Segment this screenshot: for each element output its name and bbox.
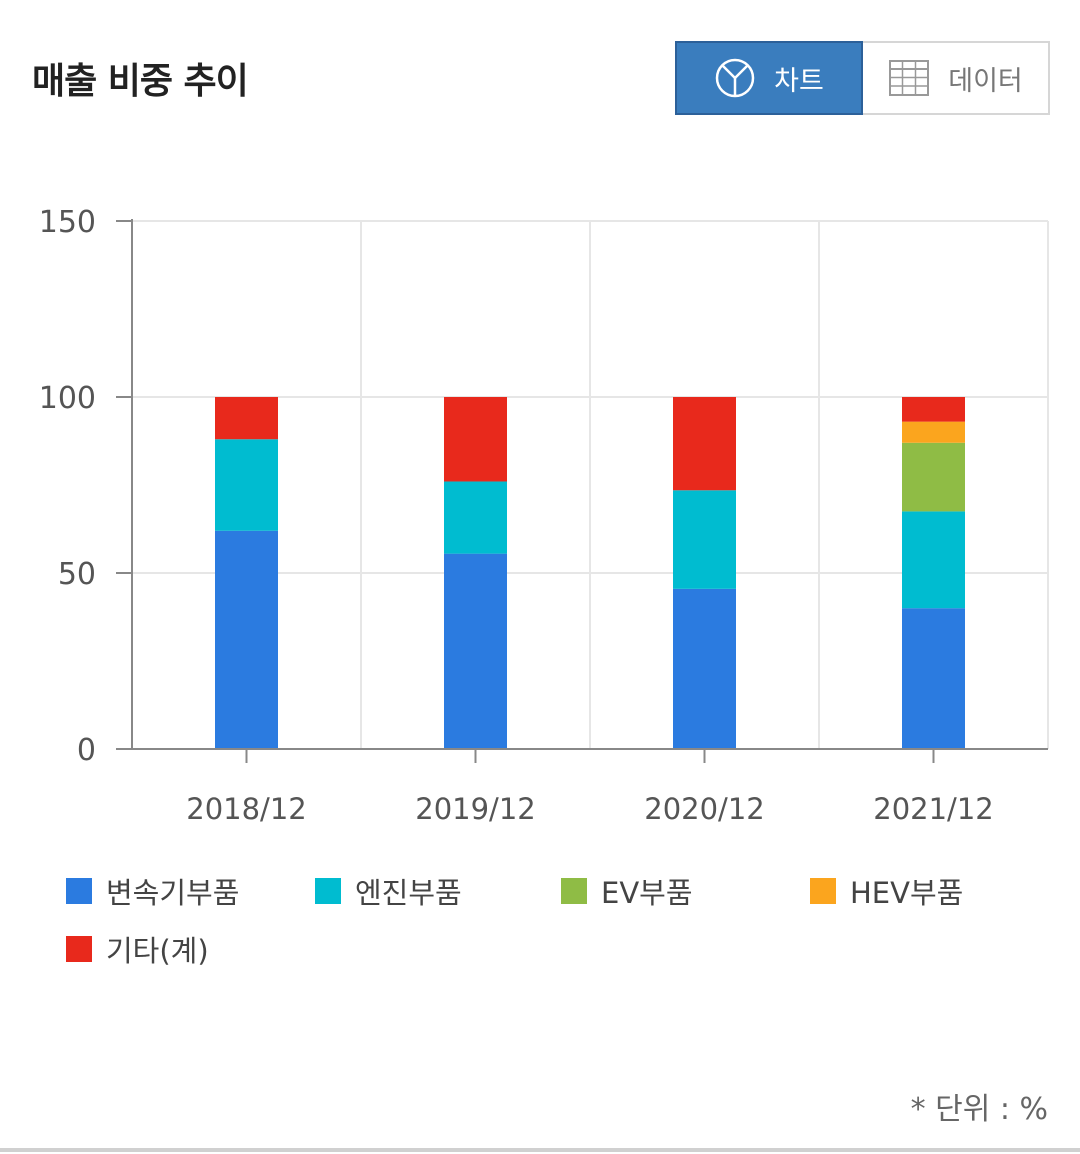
legend-label: 변속기부품 (106, 876, 240, 910)
bar-segment (902, 608, 965, 749)
legend-item[interactable]: EV부품 (561, 870, 693, 912)
bar-segment (902, 397, 965, 422)
x-tick-label: 2021/12 (873, 792, 993, 826)
legend-label: 기타(계) (106, 934, 209, 968)
bar-segment (673, 397, 736, 491)
y-tick-label: 150 (39, 205, 96, 240)
stacked-bar-chart: 0 50 100 150 2018/12 2019/12 2020/12 2021/12 (39, 205, 1049, 826)
bar-segment (215, 439, 278, 531)
y-tick-label: 0 (77, 733, 96, 768)
legend-item[interactable]: HEV부품 (810, 870, 963, 912)
bar-segment (444, 397, 507, 482)
bar-segment (444, 481, 507, 554)
x-tick-label: 2020/12 (644, 792, 764, 826)
table-grid-icon (889, 60, 930, 96)
data-view-button[interactable]: 데이터 (863, 41, 1050, 115)
legend-item[interactable]: 변속기부품 (66, 870, 239, 912)
bar-segment (902, 511, 965, 609)
chart-view-button[interactable]: 차트 (675, 41, 863, 115)
legend-swatch (810, 878, 836, 904)
chart-title: 매출 비중 추이 (32, 61, 249, 102)
legend-label: EV부품 (601, 876, 693, 910)
legend-item[interactable]: 엔진부품 (315, 870, 462, 912)
x-tick-label: 2018/12 (186, 792, 306, 826)
y-tick-label: 50 (58, 557, 96, 592)
legend-item[interactable]: 기타(계) (66, 928, 209, 970)
legend-label: HEV부품 (850, 876, 964, 910)
bar-segment (444, 553, 507, 749)
bar-segment (902, 421, 965, 443)
view-toggle: 차트 데이터 (675, 41, 1050, 115)
legend-swatch (561, 878, 587, 904)
x-tick-label: 2019/12 (415, 792, 535, 826)
unit-note: * 단위 : % (910, 1092, 1048, 1127)
legend-swatch (315, 878, 341, 904)
bar-segment (215, 397, 278, 440)
pie-chart-icon (715, 58, 755, 98)
y-tick-label: 100 (39, 381, 96, 416)
bottom-divider (0, 1148, 1080, 1152)
chart-view-label: 차트 (774, 65, 824, 97)
bar-segment (902, 442, 965, 512)
bar-segment (673, 490, 736, 589)
data-view-label: 데이터 (948, 65, 1023, 97)
legend-swatch (66, 878, 92, 904)
bar-segment (215, 530, 278, 749)
bar-segment (673, 588, 736, 749)
legend-label: 엔진부품 (355, 876, 462, 910)
legend-swatch (66, 936, 92, 962)
